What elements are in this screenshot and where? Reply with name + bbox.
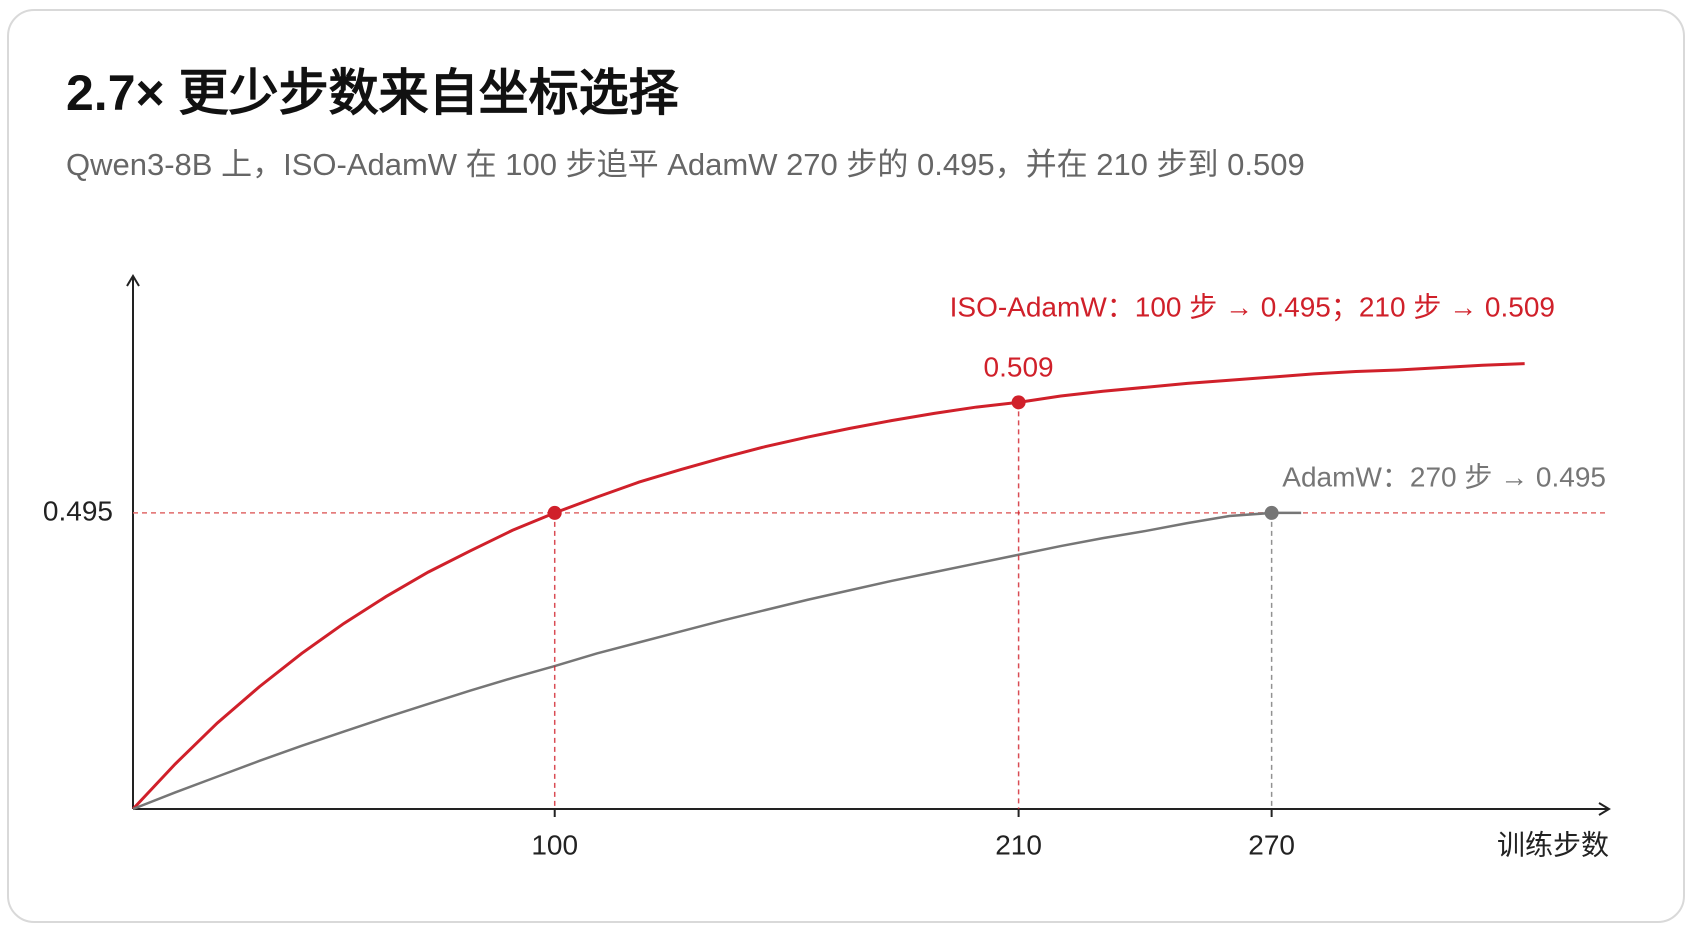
- series-line: [131, 362, 1525, 811]
- x-tick-label: 210: [995, 829, 1042, 860]
- x-tick-label: 100: [531, 829, 578, 860]
- x-tick-label: 270: [1248, 829, 1295, 860]
- marker-point: [1011, 395, 1026, 410]
- card: [7, 9, 1685, 923]
- series-annotation: ISO-AdamW：100 步 → 0.495；210 步 → 0.509: [950, 291, 1555, 322]
- series-annotation: AdamW：270 步 → 0.495: [1282, 461, 1606, 492]
- series-line: [132, 511, 1302, 811]
- marker-point: [547, 505, 562, 520]
- marker-point: [1264, 505, 1279, 520]
- marker-label: 0.509: [984, 352, 1054, 383]
- y-tick-label: 0.495: [43, 495, 113, 526]
- y-axis: [126, 274, 140, 809]
- chart-title: 2.7× 更少步数来自坐标选择: [66, 65, 680, 121]
- chart-subtitle: Qwen3-8B 上，ISO-AdamW 在 100 步追平 AdamW 270…: [66, 147, 1305, 182]
- x-axis: [133, 802, 1611, 816]
- x-axis-label: 训练步数: [1497, 829, 1609, 860]
